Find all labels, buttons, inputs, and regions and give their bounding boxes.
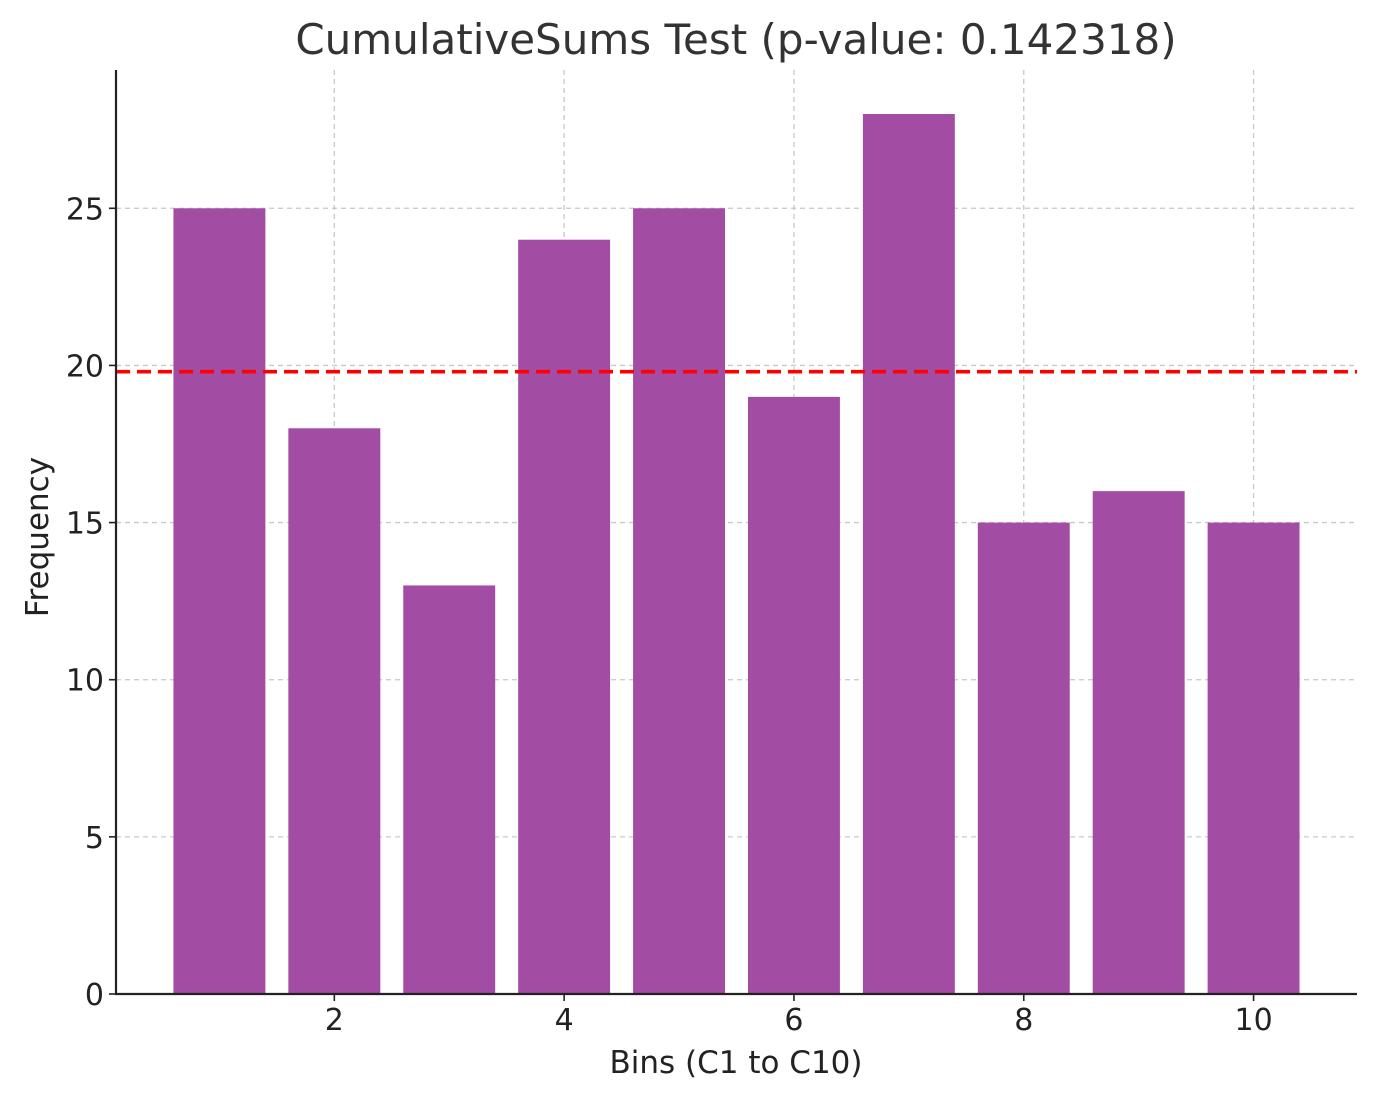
y-tick-label: 0 <box>85 978 104 1013</box>
bars <box>173 114 1300 995</box>
y-tick-label: 10 <box>66 664 104 699</box>
bar-8 <box>977 522 1070 994</box>
y-tick-label: 5 <box>85 821 104 856</box>
y-tick-label: 25 <box>66 192 104 227</box>
bar-9 <box>1092 491 1185 994</box>
bar-4 <box>518 239 611 994</box>
y-tick-label: 20 <box>66 349 104 384</box>
bar-3 <box>403 585 496 994</box>
x-ticks: 2 4 6 8 10 <box>325 994 1273 1038</box>
y-axis-label: Frequency <box>20 457 56 617</box>
bar-10 <box>1207 522 1300 994</box>
chart-title: CumulativeSums Test (p-value: 0.142318) <box>295 15 1176 64</box>
bar-1 <box>173 208 266 995</box>
x-tick-label: 6 <box>784 1003 803 1038</box>
x-tick-label: 2 <box>325 1003 344 1038</box>
x-tick-label: 4 <box>555 1003 574 1038</box>
y-tick-label: 15 <box>66 507 104 542</box>
bar-2 <box>288 428 381 994</box>
axes <box>114 70 1357 996</box>
y-ticks: 0 5 10 15 20 25 <box>66 192 116 1013</box>
bar-7 <box>862 114 955 994</box>
bar-6 <box>747 396 840 994</box>
bar-5 <box>633 208 726 995</box>
x-tick-label: 8 <box>1014 1003 1033 1038</box>
x-axis-label: Bins (C1 to C10) <box>609 1045 862 1081</box>
x-tick-label: 10 <box>1234 1003 1272 1038</box>
